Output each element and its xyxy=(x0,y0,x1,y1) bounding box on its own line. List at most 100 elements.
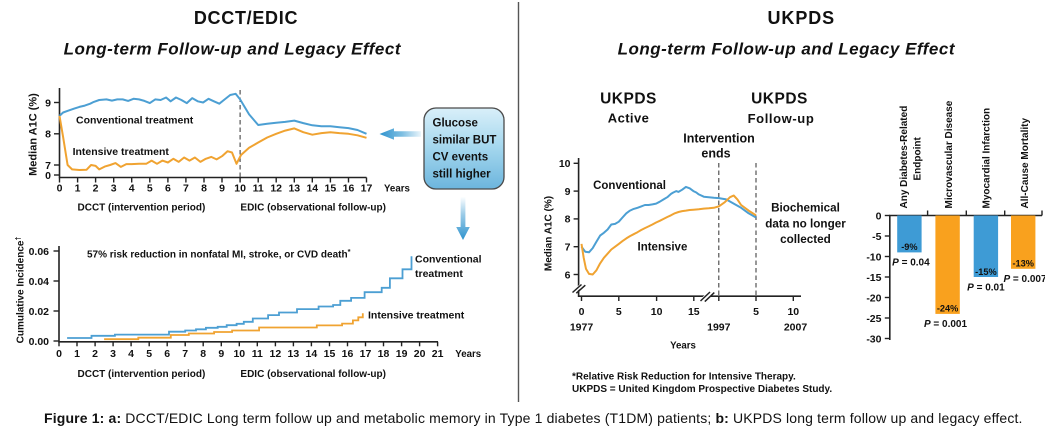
svg-text:Active: Active xyxy=(608,111,649,126)
svg-text:7: 7 xyxy=(45,160,51,172)
svg-text:15: 15 xyxy=(688,306,700,318)
svg-text:0.02: 0.02 xyxy=(29,306,50,318)
svg-text:13: 13 xyxy=(288,348,300,360)
svg-text:treatment: treatment xyxy=(415,268,463,280)
svg-text:Conventional: Conventional xyxy=(415,254,482,266)
svg-text:Microvascular Disease: Microvascular Disease xyxy=(944,100,955,208)
svg-text:P = 0.01: P = 0.01 xyxy=(967,282,1005,293)
svg-text:*Relative Risk Reduction for I: *Relative Risk Reduction for Intensive T… xyxy=(572,372,796,383)
svg-text:15: 15 xyxy=(325,183,337,195)
svg-text:UKPDS: UKPDS xyxy=(751,91,808,108)
svg-text:P = 0.007: P = 0.007 xyxy=(1003,274,1045,285)
svg-text:0: 0 xyxy=(56,348,62,360)
svg-text:7: 7 xyxy=(183,183,189,195)
svg-text:11: 11 xyxy=(252,348,263,360)
svg-text:20: 20 xyxy=(414,348,426,360)
svg-text:3: 3 xyxy=(110,348,116,360)
svg-text:10: 10 xyxy=(559,158,571,170)
svg-text:2007: 2007 xyxy=(784,322,808,334)
svg-text:13: 13 xyxy=(288,183,300,195)
svg-text:9: 9 xyxy=(219,183,225,195)
svg-text:5: 5 xyxy=(616,306,622,318)
svg-text:2: 2 xyxy=(93,183,99,195)
svg-text:17: 17 xyxy=(361,183,373,195)
svg-text:-9%: -9% xyxy=(901,242,917,252)
svg-text:0: 0 xyxy=(57,183,63,195)
svg-text:0: 0 xyxy=(876,210,882,222)
svg-text:P = 0.001: P = 0.001 xyxy=(924,319,968,330)
svg-text:Median A1C (%): Median A1C (%) xyxy=(28,93,40,176)
svg-text:10: 10 xyxy=(651,306,663,318)
svg-text:3: 3 xyxy=(111,183,117,195)
svg-text:Long-term Follow-up and Legacy: Long-term Follow-up and Legacy Effect xyxy=(64,40,402,59)
svg-text:UKPDS = United Kingdom Prospec: UKPDS = United Kingdom Prospective Diabe… xyxy=(572,384,832,395)
svg-text:ends: ends xyxy=(701,147,730,161)
svg-text:1977: 1977 xyxy=(570,322,594,334)
svg-text:CV events: CV events xyxy=(433,152,489,164)
svg-text:6: 6 xyxy=(565,269,571,281)
svg-text:5: 5 xyxy=(146,348,152,360)
svg-text:-13%: -13% xyxy=(1012,259,1033,269)
svg-text:21: 21 xyxy=(432,348,444,360)
svg-text:9: 9 xyxy=(218,348,224,360)
svg-text:Years: Years xyxy=(384,184,410,195)
svg-text:Biochemical: Biochemical xyxy=(771,202,840,215)
svg-text:19: 19 xyxy=(396,348,408,360)
svg-text:0: 0 xyxy=(579,306,585,318)
svg-text:Any Diabetes-Related: Any Diabetes-Related xyxy=(899,106,910,209)
svg-text:18: 18 xyxy=(378,348,390,360)
svg-text:0: 0 xyxy=(45,170,51,182)
svg-text:Myocardial Infarction: Myocardial Infarction xyxy=(982,108,993,209)
svg-text:1: 1 xyxy=(74,348,80,360)
svg-text:8: 8 xyxy=(565,214,571,226)
svg-text:UKPDS: UKPDS xyxy=(600,91,657,108)
svg-text:Intervention: Intervention xyxy=(683,132,755,146)
svg-text:7: 7 xyxy=(565,242,571,254)
svg-text:Follow-up: Follow-up xyxy=(748,111,815,126)
svg-text:Intensive treatment: Intensive treatment xyxy=(368,310,465,322)
svg-text:5: 5 xyxy=(147,183,153,195)
svg-text:Intensive treatment: Intensive treatment xyxy=(73,146,170,158)
svg-text:4: 4 xyxy=(128,348,134,360)
svg-text:15: 15 xyxy=(324,348,336,360)
svg-text:10: 10 xyxy=(234,183,246,195)
svg-text:9: 9 xyxy=(565,186,571,198)
svg-text:Long-term Follow-up and Legacy: Long-term Follow-up and Legacy Effect xyxy=(618,40,956,59)
svg-text:8: 8 xyxy=(200,348,206,360)
svg-text:Conventional treatment: Conventional treatment xyxy=(76,114,194,126)
svg-text:12: 12 xyxy=(270,348,282,360)
svg-text:0.00: 0.00 xyxy=(29,336,50,348)
svg-text:similar BUT: similar BUT xyxy=(433,135,497,147)
svg-text:EDIC (observational follow-up): EDIC (observational follow-up) xyxy=(240,369,386,380)
svg-text:Cumulative Incidence†: Cumulative Incidence† xyxy=(16,237,27,344)
svg-text:-30: -30 xyxy=(866,333,881,345)
svg-text:6: 6 xyxy=(164,348,170,360)
svg-text:collected: collected xyxy=(780,233,831,246)
svg-text:14: 14 xyxy=(306,183,318,195)
svg-text:8: 8 xyxy=(45,129,51,141)
svg-text:1: 1 xyxy=(75,183,81,195)
svg-text:2: 2 xyxy=(92,348,98,360)
svg-text:Years: Years xyxy=(455,349,481,360)
svg-text:DCCT (intervention period): DCCT (intervention period) xyxy=(78,369,206,380)
svg-text:10: 10 xyxy=(233,348,245,360)
svg-text:12: 12 xyxy=(270,183,282,195)
svg-text:still higher: still higher xyxy=(433,169,492,181)
svg-text:7: 7 xyxy=(182,348,188,360)
svg-text:Figure 1: a: DCCT/EDIC Long te: Figure 1: a: DCCT/EDIC Long term follow … xyxy=(44,410,1023,426)
svg-text:9: 9 xyxy=(45,97,51,109)
svg-text:10: 10 xyxy=(787,306,799,318)
svg-text:Years: Years xyxy=(670,341,696,352)
svg-text:-15%: -15% xyxy=(975,267,996,277)
svg-text:17: 17 xyxy=(360,348,372,360)
svg-text:5: 5 xyxy=(753,306,759,318)
svg-text:1997: 1997 xyxy=(707,322,731,334)
svg-text:DCCT (intervention period): DCCT (intervention period) xyxy=(78,203,206,214)
svg-text:0.04: 0.04 xyxy=(29,276,50,288)
svg-text:Glucose: Glucose xyxy=(433,118,478,130)
svg-text:DCCT/EDIC: DCCT/EDIC xyxy=(194,8,298,28)
svg-text:UKPDS: UKPDS xyxy=(768,8,836,28)
svg-text:EDIC (observational follow-up): EDIC (observational follow-up) xyxy=(240,203,386,214)
svg-text:-24%: -24% xyxy=(937,304,958,314)
svg-text:-20: -20 xyxy=(866,292,881,304)
